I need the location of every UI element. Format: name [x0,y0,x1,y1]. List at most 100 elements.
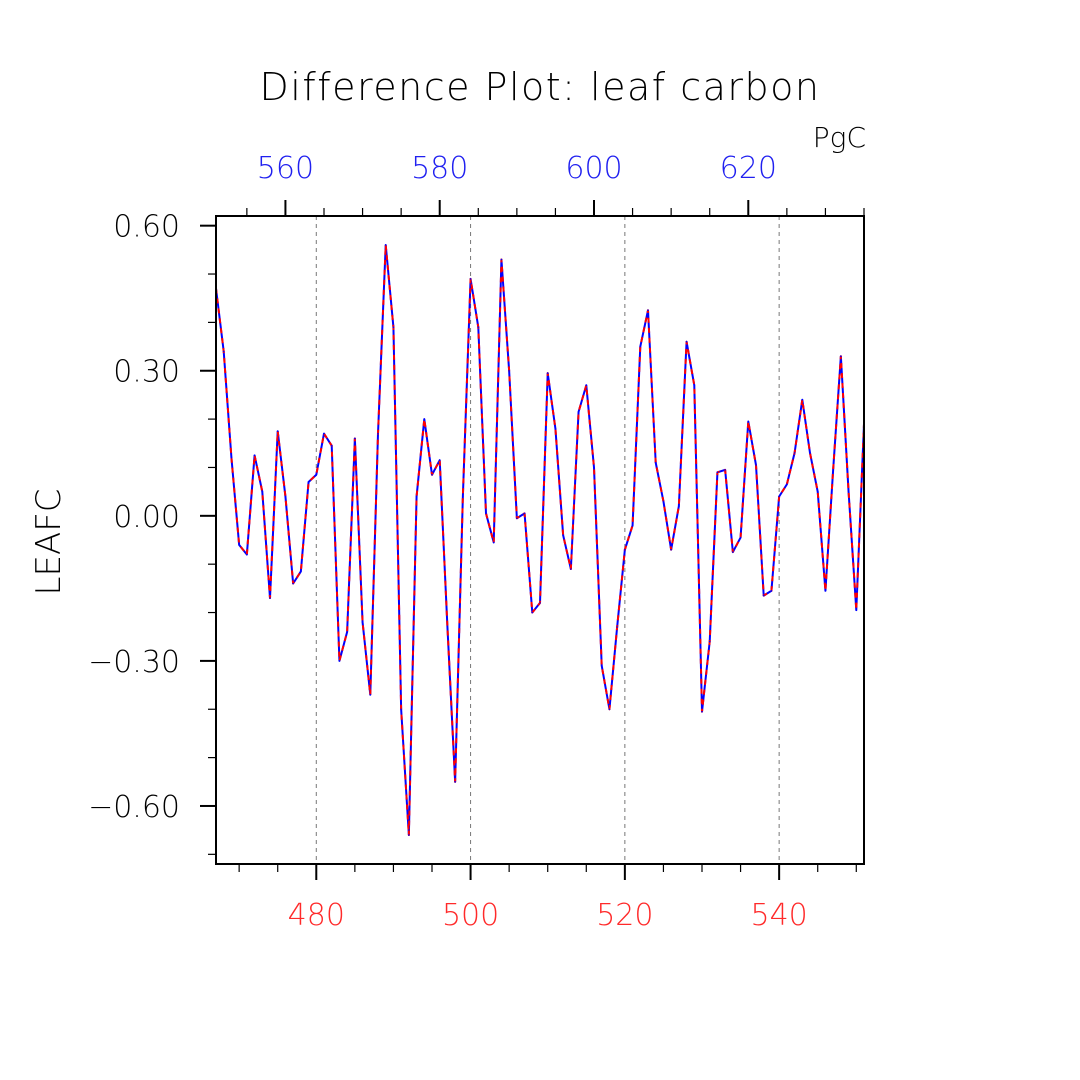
plot-area-frame [215,215,865,865]
data-point [369,693,372,696]
top-x-tick-label: 600 [565,151,622,186]
data-point [485,512,487,515]
data-point [608,708,611,711]
data-point [600,664,603,667]
y-tick-label: 0.60 [113,210,180,245]
data-point [631,524,634,527]
data-point [708,640,711,643]
data-point [847,490,850,493]
data-point [793,452,796,454]
data-point [508,369,510,372]
data-point [562,534,564,536]
bottom-x-tick-label: 520 [596,898,653,933]
data-point [539,602,541,604]
data-point [616,626,618,628]
data-point [330,444,333,447]
data-point [554,427,557,430]
data-point [354,437,356,440]
data-point [670,548,672,551]
data-point [253,454,256,457]
data-point [693,384,696,387]
bottom-x-tick-label: 480 [288,898,345,933]
data-point [724,469,726,471]
data-point [477,326,480,329]
data-point [624,548,626,551]
series [215,244,865,836]
data-point [593,466,595,469]
data-point [392,326,395,329]
data-point [824,589,827,592]
data-point [408,834,410,836]
y-tick-label: −0.60 [88,790,180,825]
chart-title: Difference Plot: leaf carbon [260,65,821,109]
data-point [840,355,842,358]
data-point [246,553,248,556]
data-point [786,483,788,486]
data-point [261,490,264,493]
data-point [346,631,348,633]
data-point [639,345,642,348]
bottom-x-tick-label: 540 [751,898,808,933]
data-point [415,495,418,498]
data-point [770,589,773,592]
top-x-tick-label: 620 [720,151,777,186]
data-point [585,384,588,387]
data-point [647,309,649,312]
data-point [577,411,580,413]
data-point [469,278,472,280]
data-point [462,495,464,498]
y-tick-label: 0.00 [113,500,180,535]
data-point [570,568,572,570]
data-point [338,660,341,662]
grid [315,216,780,864]
data-point [546,372,549,374]
y-axis-labels: 0.60 0.30 0.00 −0.30 −0.60 [88,210,180,825]
data-point [284,495,287,498]
data-point [222,350,225,353]
data-point [438,459,441,462]
data-point [662,500,665,503]
data-point [454,780,456,783]
data-point [801,398,804,401]
y-tick-label: 0.30 [113,355,180,390]
top-x-tick-label: 560 [257,151,314,186]
data-point [307,481,310,483]
data-point [855,609,858,611]
data-point [500,258,503,261]
data-point [809,452,811,454]
data-point [816,490,819,493]
units-label: PgC [813,121,866,154]
data-point [762,594,765,597]
data-point [778,495,780,498]
data-point [685,340,688,343]
data-point [323,432,325,435]
data-point [755,464,757,466]
bottom-x-axis-labels: 480 500 520 540 [288,898,808,933]
data-point [832,469,834,471]
data-point [400,708,402,711]
data-point [276,430,279,432]
bottom-x-tick-label: 500 [442,898,499,933]
top-x-tick-label: 580 [411,151,468,186]
data-point [269,597,271,599]
data-point [701,710,703,713]
data-point [423,418,426,420]
data-point [732,551,734,553]
data-point [361,621,364,624]
data-point [230,456,233,459]
data-point [238,544,240,546]
data-point [377,432,379,435]
top-x-axis-labels: 560 580 600 620 [257,151,777,186]
data-point [739,536,742,539]
data-point [300,570,302,573]
data-point [747,420,750,423]
data-point [292,582,294,585]
y-tick-label: −0.30 [88,645,180,680]
data-point [431,473,433,476]
data-point [492,541,495,544]
data-point [531,611,534,614]
axis-ticks [200,200,865,880]
data-point [678,505,680,507]
